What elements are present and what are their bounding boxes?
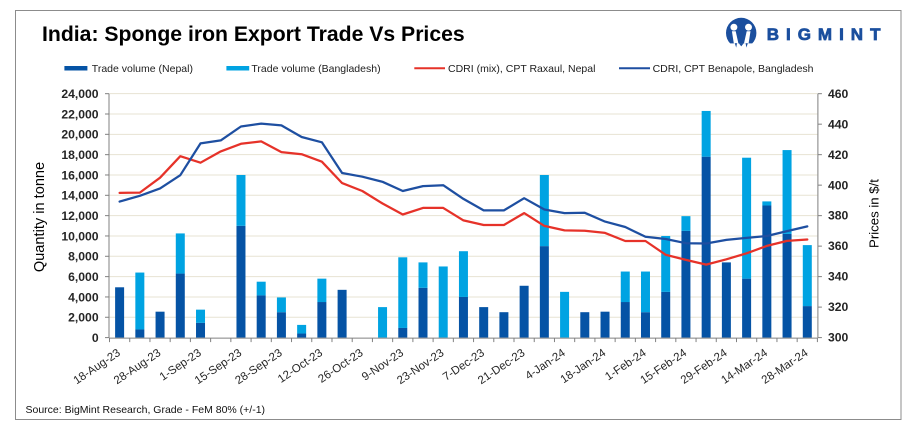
svg-text:India: Sponge iron Export Trad: India: Sponge iron Export Trade Vs Price… [42,23,465,46]
svg-text:10,000: 10,000 [61,229,98,243]
svg-text:Trade volume (Nepal): Trade volume (Nepal) [92,63,193,75]
svg-text:Prices in $/t: Prices in $/t [867,179,882,248]
svg-text:440: 440 [828,117,849,131]
svg-text:24,000: 24,000 [61,87,98,101]
svg-text:2,000: 2,000 [68,311,99,325]
svg-text:Trade volume (Bangladesh): Trade volume (Bangladesh) [251,63,380,75]
svg-text:Source: BigMint Research, Grad: Source: BigMint Research, Grade - FeM 80… [26,404,266,416]
svg-text:8,000: 8,000 [68,250,99,264]
svg-text:400: 400 [828,178,849,192]
svg-text:22,000: 22,000 [61,107,98,121]
svg-text:340: 340 [828,270,849,284]
svg-text:16,000: 16,000 [61,168,98,182]
svg-text:18,000: 18,000 [61,148,98,162]
svg-text:4,000: 4,000 [68,290,99,304]
svg-text:380: 380 [828,209,849,223]
svg-text:BIGMINT: BIGMINT [767,25,888,44]
svg-text:14,000: 14,000 [61,189,98,203]
svg-text:460: 460 [828,87,849,101]
svg-text:CDRI, CPT Benapole, Bangladesh: CDRI, CPT Benapole, Bangladesh [653,63,814,75]
svg-text:320: 320 [828,300,849,314]
svg-text:6,000: 6,000 [68,270,99,284]
svg-text:20,000: 20,000 [61,128,98,142]
svg-text:Quantity in tonne: Quantity in tonne [32,162,48,272]
svg-text:300: 300 [828,331,849,345]
svg-text:0: 0 [92,331,99,345]
svg-text:CDRI (mix), CPT Raxaul, Nepal: CDRI (mix), CPT Raxaul, Nepal [448,63,595,75]
svg-text:420: 420 [828,148,849,162]
svg-text:360: 360 [828,239,849,253]
svg-text:12,000: 12,000 [61,209,98,223]
